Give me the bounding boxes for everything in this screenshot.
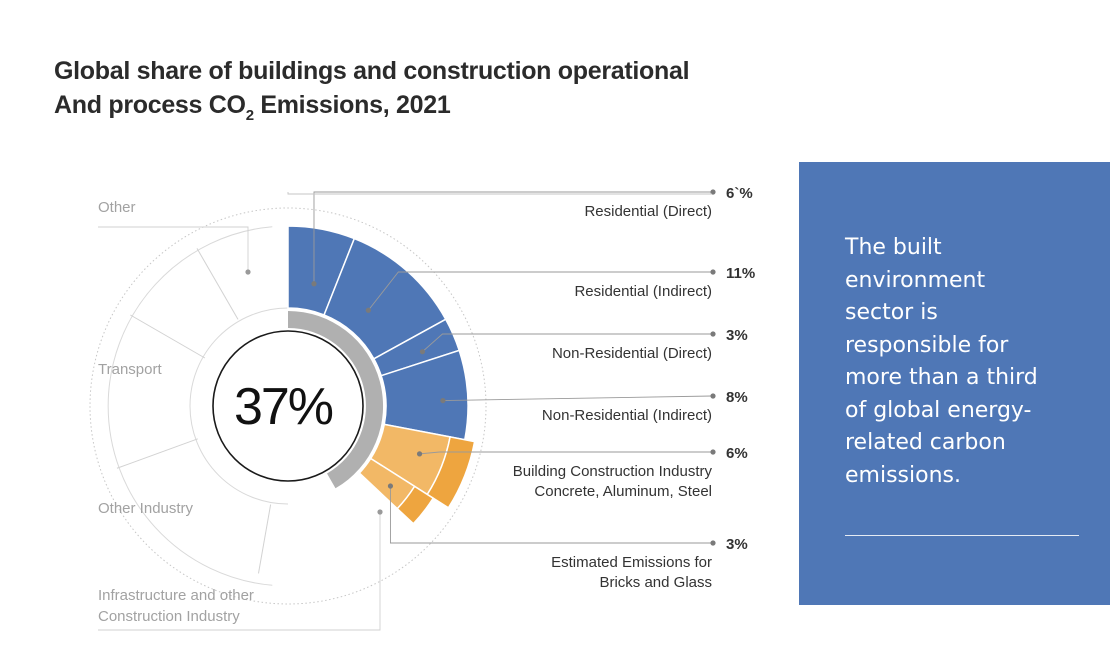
chart-title: Global share of buildings and constructi… xyxy=(54,54,690,126)
value-marker-dot-1 xyxy=(710,189,716,195)
other-sector-label-4: Construction Industry xyxy=(98,608,240,625)
inner-share-ring xyxy=(288,310,384,489)
value-label-5: 6% xyxy=(726,445,748,462)
leader-line-3 xyxy=(422,333,712,353)
value-label-1: 6`% xyxy=(726,185,753,202)
value-label-2: 11% xyxy=(726,265,755,282)
other-sectors-divider xyxy=(257,504,272,574)
category-label-1: Residential (Direct) xyxy=(584,203,712,220)
top-guide-line xyxy=(287,192,712,195)
info-panel-text: The built environment sector is responsi… xyxy=(845,235,1038,488)
leader-line-5 xyxy=(419,451,712,455)
slice-marker-dot-1 xyxy=(311,281,317,287)
category-label-5: Concrete, Aluminum, Steel xyxy=(534,483,712,500)
category-label-4: Non-Residential (Indirect) xyxy=(542,407,712,424)
other-sectors-inner-arc xyxy=(189,307,289,505)
chart-title-line-1: Global share of buildings and constructi… xyxy=(54,57,690,85)
value-marker-dot-4 xyxy=(710,393,716,399)
value-marker-dot-3 xyxy=(710,331,716,337)
other-sector-label-3: Other Industry xyxy=(98,500,194,517)
value-label-3: 3% xyxy=(726,327,748,344)
category-label-5: Building Construction Industry xyxy=(513,463,713,480)
other-sectors-outer-arc xyxy=(107,226,273,586)
category-label-2: Residential (Indirect) xyxy=(574,283,712,300)
leader-line-1 xyxy=(313,191,712,284)
slice-marker-dot-4 xyxy=(440,397,446,404)
slice-5-outer xyxy=(426,436,476,509)
emissions-chart: 37% 6`% Residential (Direct) 11% Residential… xyxy=(89,185,755,631)
infrastructure-marker-dot xyxy=(377,509,383,515)
chart-title-subscript: 2 xyxy=(245,107,254,124)
slice-marker-dot-2 xyxy=(365,307,371,313)
chart-title-line-2-start: And process CO xyxy=(54,91,246,119)
chart-title-line-2-end: Emissions, 2021 xyxy=(253,91,451,119)
infrastructure-leader-line xyxy=(98,512,381,631)
value-marker-dot-2 xyxy=(710,269,716,275)
slice-marker-dot-3 xyxy=(419,349,426,355)
value-label-6: 3% xyxy=(726,536,748,553)
category-label-3: Non-Residential (Direct) xyxy=(552,345,712,362)
center-percent-label: 37% xyxy=(234,378,333,436)
leader-line-6 xyxy=(389,486,712,544)
category-label-6: Estimated Emissions for xyxy=(551,554,712,571)
other-sectors-divider xyxy=(130,314,206,359)
other-sectors-divider xyxy=(116,438,198,469)
other-sector-label-2: Transport xyxy=(98,361,162,378)
outer-guide-circle xyxy=(89,207,487,605)
center-circle xyxy=(212,330,364,482)
other-marker-dot xyxy=(245,269,251,275)
category-label-6: Bricks and Glass xyxy=(599,574,712,591)
other-sector-label-1: Other xyxy=(98,199,136,216)
value-label-4: 8% xyxy=(726,389,748,406)
info-panel-rule xyxy=(845,535,1079,536)
value-marker-dot-5 xyxy=(710,449,716,455)
slice-6-outer xyxy=(396,485,435,525)
info-panel: The built environment sector is responsi… xyxy=(799,162,1110,605)
leader-line-2 xyxy=(367,271,712,311)
slice-marker-dot-5 xyxy=(416,451,423,457)
leader-line-4 xyxy=(442,395,713,402)
other-leader-line xyxy=(98,226,249,270)
slice-marker-dot-6 xyxy=(387,483,394,489)
other-sectors-divider xyxy=(196,248,239,320)
value-marker-dot-6 xyxy=(710,540,716,546)
other-sector-label-4: Infrastructure and other xyxy=(98,587,254,604)
